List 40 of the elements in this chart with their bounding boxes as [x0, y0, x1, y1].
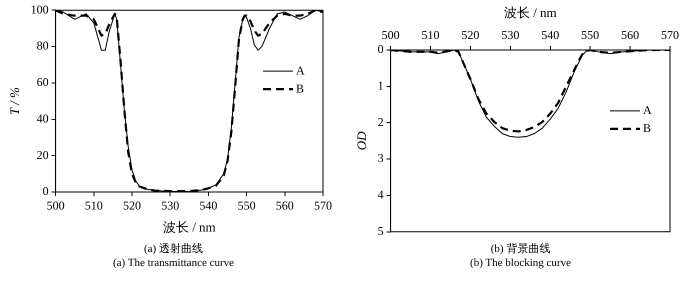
- y-tick-label: 100: [30, 2, 49, 16]
- x-tick-label: 510: [84, 198, 103, 212]
- x-tick-label: 570: [661, 28, 679, 42]
- y-tick-label: 40: [36, 111, 49, 126]
- x-tick-label: 520: [123, 198, 141, 212]
- y-tick-label: 5: [378, 224, 384, 238]
- legend-label: B: [296, 81, 304, 96]
- legend-label: B: [643, 121, 652, 136]
- y-tick-label: 2: [378, 114, 384, 129]
- y-tick-label: 80: [36, 38, 49, 53]
- y-axis-title: OD: [354, 130, 370, 150]
- text: (b) The blocking curve: [469, 256, 572, 270]
- x-tick-label: 530: [501, 28, 520, 42]
- x-tick-label: 510: [422, 28, 440, 42]
- legend-label: A: [643, 103, 652, 118]
- x-tick-label: 560: [621, 28, 640, 42]
- x-tick-label: 560: [276, 198, 294, 212]
- y-tick-label: 1: [378, 78, 384, 93]
- y-tick-label: 0: [378, 42, 384, 56]
- x-axis-title: 波长 / nm: [504, 5, 557, 20]
- x-axis-title: 波长 / nm: [162, 220, 216, 235]
- x-tick-label: 500: [382, 28, 400, 42]
- x-tick-label: 520: [461, 28, 480, 42]
- text: (a) 透射曲线: [143, 242, 204, 256]
- x-tick-label: 540: [199, 198, 218, 212]
- x-tick-label: 530: [161, 198, 180, 212]
- x-tick-label: 540: [541, 28, 560, 42]
- x-tick-label: 570: [314, 198, 332, 212]
- x-tick-label: 500: [46, 198, 65, 212]
- x-tick-label: 550: [581, 28, 600, 42]
- text: (a) The transmittance curve: [112, 256, 236, 270]
- legend-label: A: [296, 63, 305, 78]
- y-tick-label: 3: [378, 151, 384, 166]
- text: (b) 背景曲线: [490, 242, 552, 256]
- y-tick-label: 60: [36, 75, 49, 90]
- y-tick-label: 20: [36, 148, 49, 162]
- y-axis-title: T / %: [7, 86, 22, 116]
- x-tick-label: 550: [238, 198, 256, 212]
- y-tick-label: 0: [42, 184, 49, 198]
- y-tick-label: 4: [378, 188, 384, 202]
